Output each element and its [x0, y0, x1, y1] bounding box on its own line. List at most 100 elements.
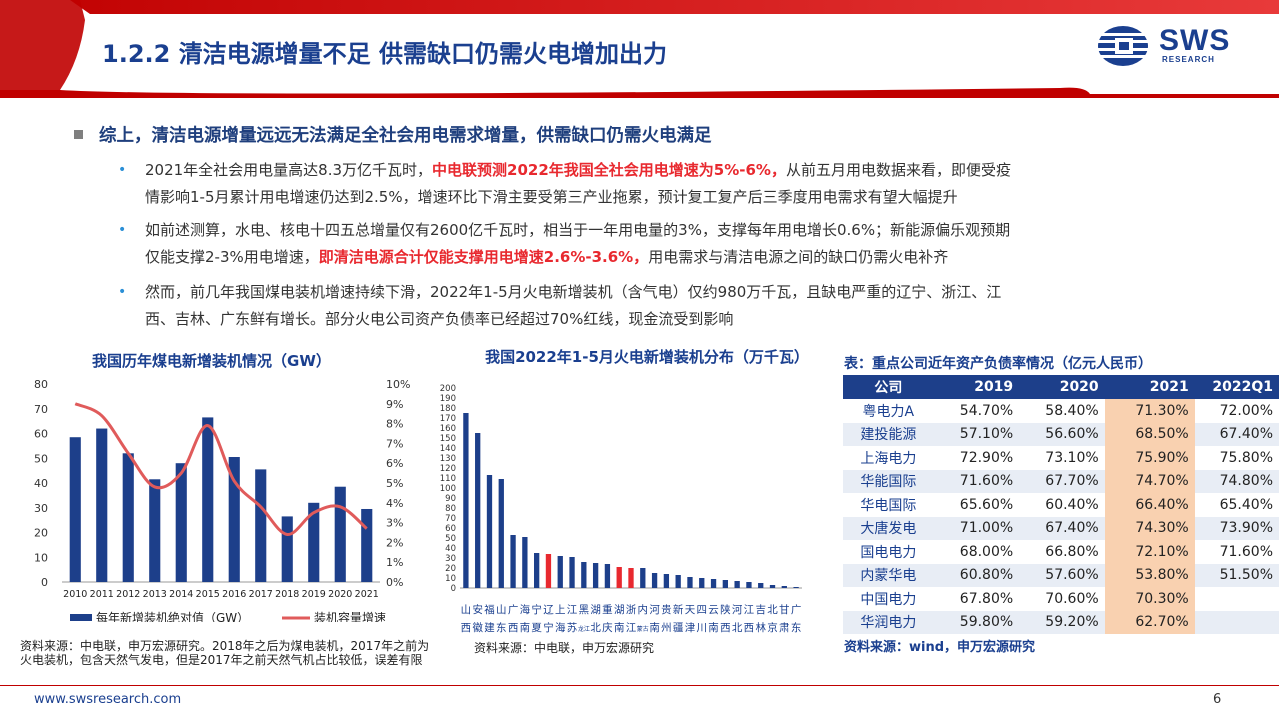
table-cell: 53.80%	[1104, 563, 1195, 587]
table-cell: 73.90%	[1194, 516, 1279, 540]
page-title: 1.2.2 清洁电源增量不足 供需缺口仍需火电增加出力	[102, 40, 668, 68]
y-tick-label: 70	[34, 403, 48, 416]
bar	[616, 567, 622, 588]
table-cell: 58.40%	[1045, 402, 1099, 419]
y2-tick-label: 7%	[386, 437, 403, 450]
table-cell: 57.60%	[1019, 563, 1105, 587]
y-tick-label: 110	[440, 474, 456, 484]
chart2: 0102030405060708090100110120130140150160…	[440, 384, 802, 634]
bar	[149, 479, 161, 582]
x-tick-label: 甘	[779, 603, 790, 616]
table-row: 大唐发电 71.00% 67.40% 74.30% 73.90%	[843, 516, 1279, 540]
table-cell: 71.00%	[933, 516, 1020, 540]
table-cell: 65.40%	[1219, 496, 1273, 513]
bar	[475, 433, 481, 588]
table-row: 内蒙华电 60.80% 57.60% 53.80% 51.50%	[843, 563, 1279, 587]
logo-subtext: RESEARCH	[1162, 55, 1215, 64]
x-tick-label: 河	[732, 604, 743, 616]
chart1-title: 我国历年煤电新增装机情况（GW）	[92, 352, 331, 370]
table-cell: 粤电力A	[862, 403, 915, 420]
bar	[202, 417, 214, 582]
sws-globe-icon	[1098, 26, 1148, 66]
bar	[628, 568, 634, 588]
bar	[722, 580, 728, 588]
x-tick-label: 南	[708, 621, 719, 634]
y-tick-label: 40	[445, 544, 456, 554]
x-tick-label: 2011	[90, 589, 114, 600]
table-cell: 68.50%	[1104, 422, 1195, 446]
y-tick-label: 150	[440, 434, 456, 444]
y-tick-label: 10	[34, 551, 48, 564]
x-tick-label: 黑	[579, 604, 590, 616]
table-cell: 中国电力	[860, 591, 917, 608]
x-tick-label: 湖	[614, 604, 625, 616]
table-row: 国电电力 68.00% 66.80% 72.10% 71.60%	[843, 540, 1279, 564]
header-red-stripe	[0, 0, 1279, 14]
bar	[510, 535, 516, 588]
footer-url[interactable]: www.swsresearch.com	[34, 692, 182, 707]
x-tick-label: 吉	[755, 604, 766, 616]
table-cell: 72.10%	[1104, 540, 1195, 564]
y-tick-label: 70	[445, 514, 456, 524]
bullet-3-line2: 西、吉林、广东鲜有增长。部分火电公司资产负债率已经超过70%红线，现金流受到影响	[145, 310, 734, 328]
x-tick-label: 苏	[567, 621, 578, 634]
y2-tick-label: 3%	[386, 517, 403, 530]
x-tick-label: 蒙古	[637, 625, 649, 633]
bullet-dot-icon: •	[118, 284, 127, 300]
x-tick-label: 2014	[169, 589, 193, 600]
legend-bar-swatch	[70, 614, 92, 621]
footer-divider	[0, 685, 1279, 686]
main-bullet: 综上，清洁电源增量远远无法满足全社会用电需求增量，供需缺口仍需火电满足	[74, 122, 712, 147]
bar	[781, 586, 787, 588]
table-cell: 上海电力	[860, 450, 917, 467]
y2-tick-label: 5%	[386, 477, 403, 490]
y-tick-label: 180	[440, 404, 456, 414]
x-tick-label: 安	[472, 603, 483, 616]
table-cell: 67.40%	[1019, 516, 1105, 540]
legend-line-label: 装机容量增速	[314, 610, 386, 622]
x-tick-label: 新	[673, 603, 684, 616]
table-cell: 74.30%	[1104, 516, 1195, 540]
y-tick-label: 40	[34, 477, 48, 490]
table-cell: 建投能源	[843, 422, 934, 446]
y2-tick-label: 6%	[386, 457, 403, 470]
table-cell: 56.60%	[1019, 422, 1105, 446]
x-tick-label: 辽	[543, 604, 554, 616]
table-cell	[1194, 610, 1279, 634]
table-cell: 74.70%	[1104, 469, 1195, 493]
table-cell: 大唐发电	[843, 516, 934, 540]
table-cell: 51.50%	[1194, 563, 1279, 587]
y-tick-label: 100	[440, 484, 456, 494]
bar	[675, 575, 681, 588]
x-tick-label: 龙江	[578, 625, 590, 633]
bar	[122, 453, 134, 582]
bar	[769, 585, 776, 588]
x-tick-label: 肃	[779, 622, 790, 634]
y-tick-label: 50	[34, 452, 48, 465]
bar	[734, 581, 740, 588]
table-cell: 54.70%	[959, 402, 1014, 419]
bar	[522, 537, 528, 588]
table-cell: 72.90%	[959, 449, 1014, 466]
y-tick-label: 60	[445, 524, 456, 534]
table-row: 华润电力 59.80% 59.20% 62.70%	[843, 610, 1279, 634]
table-cell: 71.30%	[1104, 399, 1195, 423]
bar	[498, 479, 504, 588]
x-tick-label: 疆	[673, 622, 684, 634]
bar	[463, 413, 469, 588]
bullet-dot-icon: •	[118, 162, 127, 178]
x-tick-label: 南	[614, 621, 625, 634]
chart2-source: 资料来源：中电联，申万宏源研究	[474, 641, 655, 655]
y-tick-label: 10	[445, 574, 456, 584]
x-tick-label: 湖	[590, 604, 601, 616]
table-cell: 70.60%	[1045, 590, 1099, 607]
x-tick-label: 浙	[626, 604, 637, 616]
bar	[663, 574, 670, 588]
bar	[592, 563, 599, 588]
table-header-row: 公司 2019 2020 2021 2022Q1	[843, 375, 1279, 399]
bar	[308, 502, 320, 582]
bar	[175, 463, 187, 582]
x-tick-label: 广	[508, 604, 519, 616]
x-tick-label: 2021	[355, 589, 379, 600]
y2-tick-label: 2%	[386, 536, 403, 549]
